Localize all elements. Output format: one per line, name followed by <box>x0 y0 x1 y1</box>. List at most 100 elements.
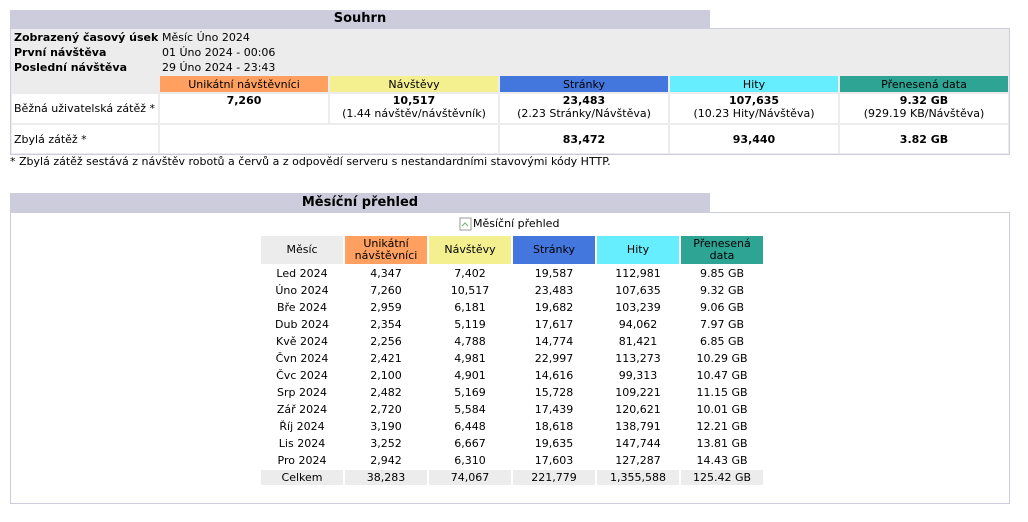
value: 2,942 <box>370 454 402 467</box>
month-row: Pro 2024 2,942 6,310 17,603 127,287 14.43 GB <box>261 453 763 468</box>
value: 18,618 <box>534 420 574 433</box>
value: 94,062 <box>618 318 658 331</box>
value: 4,981 <box>454 352 486 365</box>
value: 7,402 <box>454 267 486 280</box>
value: 10.29 GB <box>696 352 748 365</box>
value: 3.82 GB <box>840 125 1008 153</box>
value: 4,347 <box>370 267 402 280</box>
info-label: První návštěva <box>14 46 107 59</box>
header-row: Měsíc Unikátní návštěvníci Návštěvy Stránky… <box>261 236 763 264</box>
value: 6,667 <box>454 437 486 450</box>
value: 2,100 <box>370 369 402 382</box>
summary-box: Zobrazený časový úsek Měsíc Úno 2024 Prvn… <box>10 28 1010 155</box>
column-header: Přenesená data <box>840 76 1008 92</box>
total-row: Celkem 38,283 74,067 221,779 1,355,588 125.42… <box>261 470 763 485</box>
value: 9.32 GB <box>899 94 949 107</box>
month-label: Pro 2024 <box>277 454 327 467</box>
value: 6.85 GB <box>699 335 745 348</box>
value: 10,517 <box>450 284 490 297</box>
value: 5,584 <box>454 403 486 416</box>
column-header: Přenesená data <box>681 236 763 264</box>
month-row: Úno 2024 7,260 10,517 23,483 107,635 9.32 GB <box>261 283 763 298</box>
value: 4,788 <box>454 335 486 348</box>
note: (1.44 návštěv/návštěvník) <box>342 107 486 120</box>
value: 81,421 <box>618 335 658 348</box>
value: 4,901 <box>454 369 486 382</box>
value: 127,287 <box>615 454 661 467</box>
value: 107,635 <box>615 284 661 297</box>
month-label: Srp 2024 <box>277 386 327 399</box>
info-value: 01 Úno 2024 - 00:06 <box>162 46 276 59</box>
value: 3,252 <box>370 437 402 450</box>
value: 147,744 <box>615 437 661 450</box>
value: 103,239 <box>615 301 661 314</box>
month-label: Bře 2024 <box>276 301 328 314</box>
month-row: Zář 2024 2,720 5,584 17,439 120,621 10.01 GB <box>261 402 763 417</box>
month-label: Čvc 2024 <box>276 369 328 382</box>
month-row: Led 2024 4,347 7,402 19,587 112,981 9.85 GB <box>261 266 763 281</box>
broken-image-icon <box>459 217 472 231</box>
month-row: Čvc 2024 2,100 4,901 14,616 99,313 10.47 GB <box>261 368 763 383</box>
value: 14,616 <box>534 369 574 382</box>
value: 2,354 <box>370 318 402 331</box>
value: 3,190 <box>370 420 402 433</box>
value: 6,181 <box>454 301 486 314</box>
value: 7.97 GB <box>699 318 745 331</box>
value: 23,483 <box>562 94 606 107</box>
info-label: Poslední návštěva <box>14 61 127 74</box>
value: 2,421 <box>370 352 402 365</box>
value: 17,439 <box>534 403 574 416</box>
month-label: Úno 2024 <box>275 284 329 297</box>
total-label: Celkem <box>261 470 343 485</box>
column-header: Hity <box>670 76 838 92</box>
month-label: Led 2024 <box>276 267 328 280</box>
column-header: Hity <box>597 236 679 264</box>
note: (929.19 KB/Návštěva) <box>863 107 985 120</box>
footnote: * Zbylá zátěž sestává z návštěv robotů a… <box>10 155 611 168</box>
value: 19,587 <box>534 267 574 280</box>
section-header: Souhrn <box>10 10 710 28</box>
value: 10.47 GB <box>696 369 748 382</box>
column-header: Stránky <box>513 236 595 264</box>
value: 83,472 <box>500 125 668 153</box>
value: 17,617 <box>534 318 574 331</box>
value: 138,791 <box>615 420 661 433</box>
broken-image: Měsíční přehled <box>459 217 559 231</box>
note: (10.23 Hity/Návštěva) <box>693 107 815 120</box>
value: 9.32 GB <box>699 284 745 297</box>
value: 113,273 <box>615 352 661 365</box>
month-label: Dub 2024 <box>275 318 329 331</box>
value: 93,440 <box>670 125 838 153</box>
value: 2,256 <box>370 335 402 348</box>
value: 7,260 <box>226 94 262 107</box>
column-header: Měsíc <box>261 236 343 264</box>
value: 112,981 <box>615 267 661 280</box>
row-label: Zbylá zátěž * <box>12 125 158 153</box>
total-value: 38,283 <box>345 470 427 485</box>
month-label: Zář 2024 <box>276 403 328 416</box>
value: 19,635 <box>534 437 574 450</box>
info-value: 29 Úno 2024 - 23:43 <box>162 61 276 74</box>
column-header: Stránky <box>500 76 668 92</box>
column-header: Návštěvy <box>429 236 511 264</box>
column-header: Unikátní návštěvníci <box>160 76 328 92</box>
info-label: Zobrazený časový úsek <box>14 31 158 44</box>
value: 17,603 <box>534 454 574 467</box>
cell: 23,483 (2.23 Stránky/Návštěva) <box>500 94 668 123</box>
total-value: 74,067 <box>429 470 511 485</box>
value: 14.43 GB <box>696 454 748 467</box>
month-label: Lis 2024 <box>278 437 326 450</box>
value: 5,169 <box>454 386 486 399</box>
summary-table: Zobrazený časový úsek Měsíc Úno 2024 Prvn… <box>10 29 1010 155</box>
section-header: Měsíční přehled <box>10 193 710 212</box>
value: 10,517 <box>392 94 436 107</box>
value: 2,482 <box>370 386 402 399</box>
cell: 107,635 (10.23 Hity/Návštěva) <box>670 94 838 123</box>
cell: 7,260 <box>160 94 328 123</box>
cell: 9.32 GB (929.19 KB/Návštěva) <box>840 94 1008 123</box>
value: 9.06 GB <box>699 301 745 314</box>
month-row: Říj 2024 3,190 6,448 18,618 138,791 12.21 GB <box>261 419 763 434</box>
value: 6,310 <box>454 454 486 467</box>
note: (2.23 Stránky/Návštěva) <box>517 107 651 120</box>
value: 7,260 <box>370 284 402 297</box>
